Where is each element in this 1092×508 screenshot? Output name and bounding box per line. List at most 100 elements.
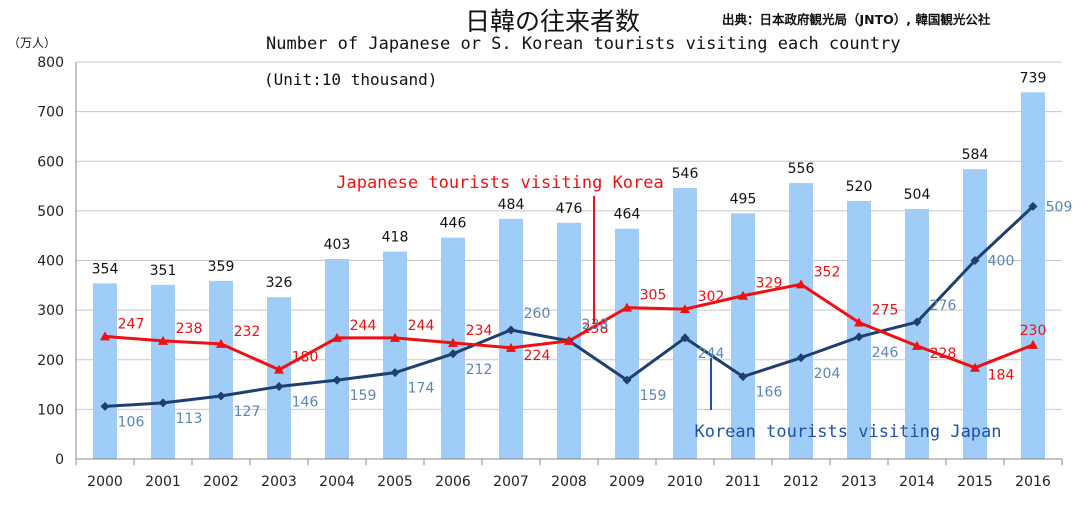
x-tick-label: 2013: [841, 474, 877, 490]
korean-marker: [332, 375, 342, 385]
japanese-marker: [912, 340, 922, 350]
korean-marker: [680, 333, 690, 343]
japanese-marker: [738, 290, 748, 300]
x-tick-label: 2007: [493, 474, 529, 490]
x-tick-label: 2005: [377, 474, 413, 490]
korean-value-label: 127: [234, 404, 261, 420]
x-tick-label: 2009: [609, 474, 645, 490]
data-labels: 354 351 359 326 403 418 446 484 476 464 546 495 556 5…: [92, 70, 1073, 430]
bar: [847, 200, 871, 459]
korean-marker: [216, 391, 226, 401]
x-tick-label: 2015: [957, 474, 993, 490]
bar-value-label: 476: [556, 201, 583, 217]
y-tick-label: 400: [37, 254, 64, 270]
bar: [441, 237, 465, 459]
bar-value-label: 739: [1020, 70, 1047, 86]
bar-value-label: 495: [730, 191, 757, 207]
korean-value-label: 238: [582, 317, 609, 333]
japanese-value-label: 244: [350, 318, 377, 334]
x-tick-label: 2006: [435, 474, 471, 490]
korean-marker: [1028, 201, 1038, 211]
japanese-marker: [970, 362, 980, 372]
bar-value-label: 464: [614, 207, 641, 223]
bar: [267, 297, 291, 459]
korean-marker: [158, 398, 168, 408]
bar-series: [93, 92, 1045, 460]
annotations: Japanese tourists visiting Korea Korean t…: [336, 173, 1001, 442]
korean-value-label: 400: [988, 254, 1015, 270]
korean-marker: [274, 382, 284, 392]
x-tick-label: 2010: [667, 474, 703, 490]
japanese-marker: [390, 332, 400, 342]
line-series: [100, 201, 1038, 411]
bar-value-label: 504: [904, 187, 931, 203]
korean-value-label: 244: [698, 346, 725, 362]
japanese-value-label: 244: [408, 318, 435, 334]
bar: [673, 188, 697, 460]
korean-value-label: 246: [872, 345, 899, 361]
japanese-value-label: 302: [698, 289, 725, 305]
unit-note: (Unit:10 thousand): [264, 70, 438, 89]
x-tick-label: 2004: [319, 474, 355, 490]
japanese-marker: [796, 279, 806, 289]
japanese-value-label: 184: [988, 368, 1015, 384]
x-tick-label: 2002: [203, 474, 239, 490]
bar: [789, 183, 813, 459]
x-tick-label: 2011: [725, 474, 761, 490]
chart-subtitle: Number of Japanese or S. Korean tourists…: [266, 34, 901, 54]
bar: [209, 280, 233, 459]
japanese-value-label: 228: [930, 346, 957, 362]
bar: [615, 228, 639, 459]
korean-value-label: 260: [524, 306, 551, 322]
korean-marker: [912, 317, 922, 327]
japanese-value-label: 230: [1020, 323, 1047, 339]
korean-value-label: 159: [640, 388, 667, 404]
chart-title: 日韓の往来者数: [465, 7, 641, 36]
y-tick-label: 0: [55, 452, 64, 468]
y-axis-unit: （万人）: [8, 36, 57, 50]
japanese-value-label: 238: [176, 321, 203, 337]
korean-value-label: 106: [118, 414, 145, 430]
y-tick-label: 600: [37, 154, 64, 170]
y-tick-label: 200: [37, 353, 64, 369]
bar-value-label: 359: [208, 259, 235, 275]
bar: [963, 169, 987, 459]
japanese-series-annotation: Japanese tourists visiting Korea: [336, 173, 664, 193]
korean-marker: [854, 332, 864, 342]
korean-value-label: 174: [408, 381, 435, 397]
korean-marker: [622, 375, 632, 385]
bar: [499, 218, 523, 459]
korean-value-label: 113: [176, 411, 203, 427]
korean-value-label: 212: [466, 362, 493, 378]
japanese-value-label: 305: [640, 288, 667, 304]
japanese-value-label: 275: [872, 303, 899, 319]
japanese-value-label: 247: [118, 316, 145, 332]
bar-value-label: 584: [962, 147, 989, 163]
japanese-value-label: 224: [524, 348, 551, 364]
japanese-marker: [1028, 339, 1038, 349]
bar-value-label: 446: [440, 216, 467, 232]
korean-marker: [738, 372, 748, 382]
korean-value-label: 166: [756, 385, 783, 401]
korean-value-label: 159: [350, 388, 377, 404]
japanese-marker: [216, 338, 226, 348]
x-tick-label: 2012: [783, 474, 819, 490]
source-note: 出典：日本政府観光局（JNTO）, 韓国観光公社: [722, 12, 991, 27]
japanese-marker: [100, 331, 110, 341]
y-tick-label: 500: [37, 204, 64, 220]
x-tick-label: 2014: [899, 474, 935, 490]
x-tick-label: 2016: [1015, 474, 1051, 490]
axes: 0 100 200 300 400 500 600 700 800 2000 2001 2002 200…: [37, 55, 1063, 490]
bar-value-label: 403: [324, 237, 351, 253]
x-tick-label: 2001: [145, 474, 181, 490]
bar: [151, 284, 175, 459]
bar-value-label: 546: [672, 166, 699, 182]
x-tick-label: 2003: [261, 474, 297, 490]
x-tick-label: 2000: [87, 474, 123, 490]
bar: [905, 208, 929, 459]
japanese-marker: [158, 335, 168, 345]
y-tick-label: 300: [37, 303, 64, 319]
japanese-marker: [448, 337, 458, 347]
korean-value-label: 146: [292, 395, 319, 411]
